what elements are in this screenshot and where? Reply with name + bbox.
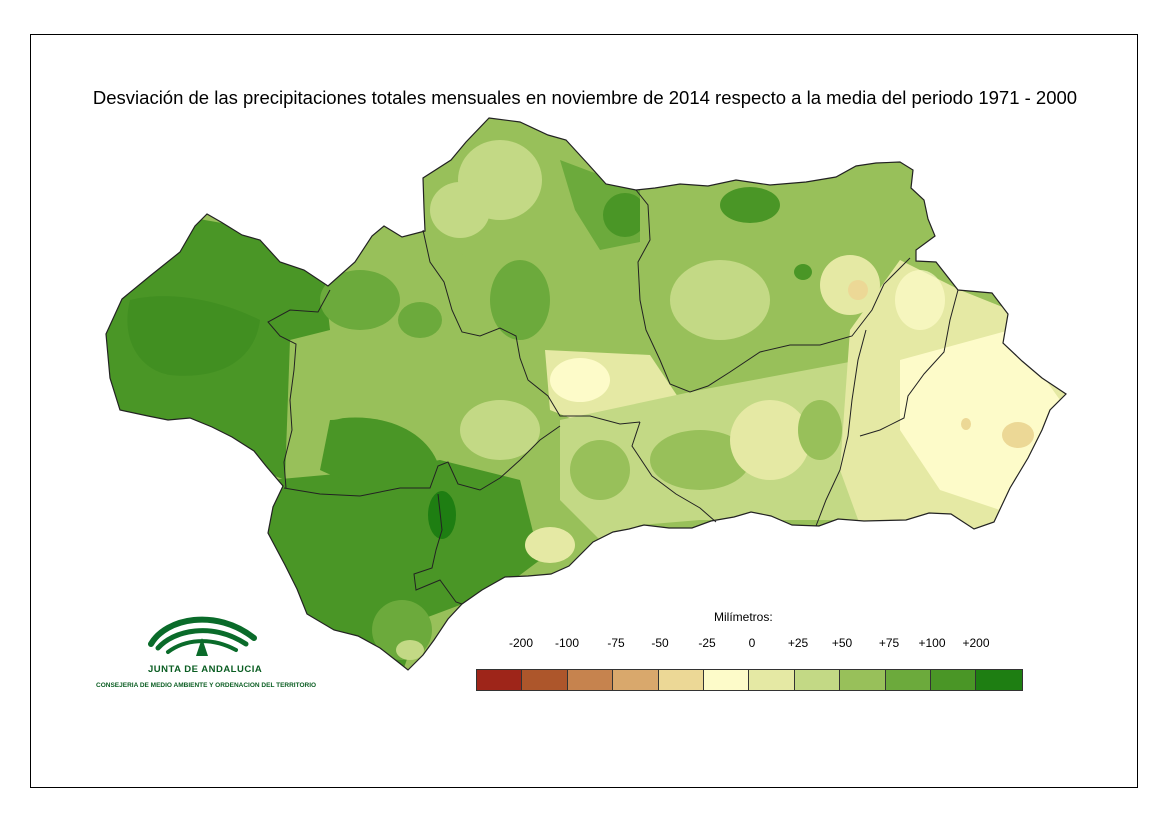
legend-swatch — [567, 670, 614, 690]
boundary-huelva — [267, 289, 331, 489]
legend-labels: -200 -100 -75 -50 -25 0 +25 +50 +75 +100… — [470, 636, 1040, 654]
legend-label: -200 — [508, 636, 534, 650]
boundary-cadiz-malaga — [413, 493, 463, 605]
legend-label: -25 — [698, 636, 716, 650]
boundary-sevilla-cadiz — [283, 461, 501, 497]
legend-swatch — [613, 670, 659, 690]
legend-swatch — [976, 670, 1022, 690]
junta-logo: JUNTA DE ANDALUCIA CONSEJERIA DE MEDIO A… — [96, 600, 316, 695]
legend-label: +100 — [918, 636, 946, 650]
legend-color-bar — [476, 669, 1023, 691]
legend-swatch — [703, 670, 750, 690]
legend-swatch — [522, 670, 568, 690]
boundary-malaga-granada — [631, 421, 717, 523]
boundary-granada-almeria — [815, 329, 867, 527]
legend-swatch — [477, 670, 523, 690]
boundary-granada-almeria-north — [859, 289, 959, 437]
map-frame — [30, 34, 1138, 788]
legend-swatch — [658, 670, 704, 690]
legend-label: -100 — [554, 636, 580, 650]
legend-label: 0 — [748, 636, 756, 650]
legend-label: +200 — [962, 636, 990, 650]
boundary-sevilla-cordoba — [422, 229, 641, 425]
legend-label: +25 — [787, 636, 809, 650]
logo-subtitle: CONSEJERIA DE MEDIO AMBIENTE Y ORDENACIO… — [96, 682, 317, 689]
boundary-cordoba-jaen — [635, 189, 911, 393]
boundary-sevilla-malaga — [499, 425, 561, 479]
logo-name: JUNTA DE ANDALUCIA — [148, 664, 263, 675]
junta-emblem-icon — [148, 616, 257, 656]
legend-label: -50 — [651, 636, 669, 650]
legend-label: +50 — [831, 636, 853, 650]
legend-label: +75 — [878, 636, 900, 650]
legend-swatch — [885, 670, 931, 690]
legend-title: Milímetros: — [714, 610, 773, 624]
map-title: Desviación de las precipitaciones totale… — [92, 87, 1078, 108]
legend-swatch — [749, 670, 795, 690]
legend-label: -75 — [607, 636, 625, 650]
legend-swatch — [930, 670, 977, 690]
legend-swatch — [840, 670, 886, 690]
legend-swatch — [794, 670, 841, 690]
